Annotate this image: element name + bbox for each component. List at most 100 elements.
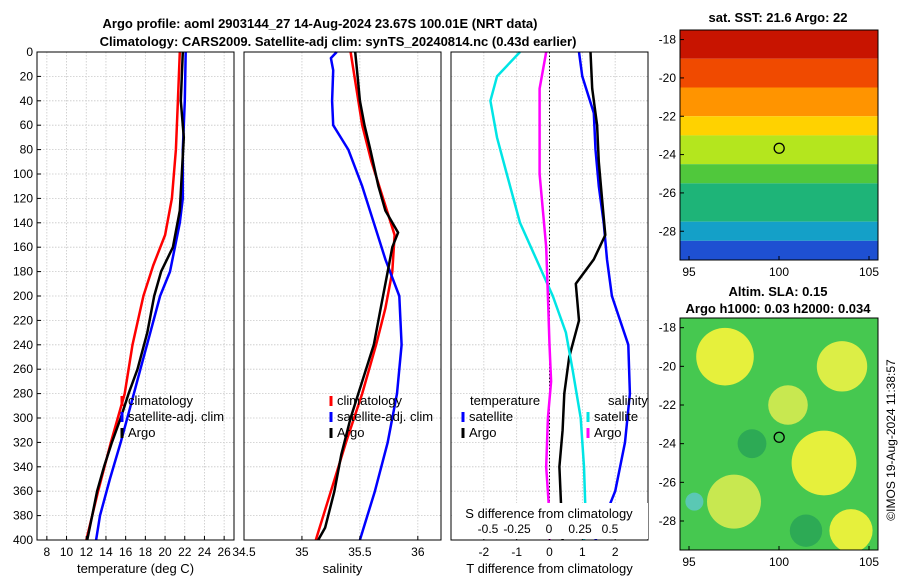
sst-band (680, 116, 878, 136)
legend-title-salinity: salinity (608, 393, 648, 408)
x-tick-label: 0 (546, 545, 553, 559)
legend-label: satellite-adj. clim (128, 409, 224, 424)
x-tick-label: -1 (511, 545, 522, 559)
map-title: Argo h1000: 0.03 h2000: 0.034 (686, 301, 872, 316)
sst-band (680, 221, 878, 241)
x-axis-label: T difference from climatology (466, 561, 633, 576)
y-tick-label: 160 (13, 240, 33, 254)
x-tick-label: 8 (44, 545, 51, 559)
y-tick-label: -26 (659, 475, 677, 489)
series-line-t-satellite (577, 51, 632, 541)
y-tick-label: 80 (20, 143, 34, 157)
legend-label: climatology (337, 393, 403, 408)
y-tick-label: 180 (13, 265, 33, 279)
series-line-t-argo (558, 51, 607, 541)
sst-band (680, 87, 878, 117)
map-field (680, 318, 878, 550)
y-tick-label: 240 (13, 338, 33, 352)
sla-anomaly-blob (737, 429, 767, 459)
map-title: sat. SST: 21.6 Argo: 22 (709, 10, 848, 25)
y-tick-label: -20 (659, 71, 677, 85)
y-tick-label: -28 (659, 514, 677, 528)
x-tick-label: 95 (682, 265, 696, 279)
sla-anomaly-blob (829, 509, 873, 550)
sst-band (680, 183, 878, 222)
legend-label: Argo (337, 425, 364, 440)
y-tick-label: 20 (20, 69, 34, 83)
x-tick-label: 35 (295, 545, 309, 559)
legend-label: Argo (469, 425, 496, 440)
x-tick-label: 10 (60, 545, 74, 559)
x-tick-label: 100 (769, 555, 789, 569)
series-line-s-satellite (489, 51, 587, 541)
y-tick-label: 140 (13, 216, 33, 230)
legend-label: Argo (594, 425, 621, 440)
secondary-x-tick-label: 0 (546, 522, 553, 536)
x-tick-label: 35.5 (348, 545, 372, 559)
y-tick-label: 220 (13, 313, 33, 327)
y-tick-label: -18 (659, 33, 677, 47)
sla-anomaly-blob (789, 514, 823, 547)
salinity-profile-panel: 34.5 35 35.5 36 salinity climatologysatellite… (232, 51, 442, 576)
x-tick-label: 105 (859, 265, 879, 279)
sst-map-panel: 95 100 105 -18 -20 -22 -24 -26 -28 sat. SST: 21.6… (659, 10, 880, 279)
sla-anomaly-blob (707, 474, 761, 529)
y-tick-label: -18 (659, 321, 677, 335)
y-tick-label: -20 (659, 359, 677, 373)
series-line-argo (85, 51, 186, 541)
sst-band (680, 240, 878, 260)
x-tick-label: 105 (859, 555, 879, 569)
y-tick-label: 0 (26, 45, 33, 59)
axes-frame (243, 51, 442, 541)
x-tick-label: 26 (217, 545, 231, 559)
legend-title-temperature: temperature (470, 393, 540, 408)
x-tick-label: 34.5 (232, 545, 256, 559)
y-tick-label: 400 (13, 533, 33, 547)
imos-watermark: ©IMOS 19-Aug-2024 11:38:57 (884, 359, 898, 521)
x-tick-label: 20 (158, 545, 172, 559)
sla-anomaly-blob (696, 327, 754, 386)
legend-label: satellite (469, 409, 513, 424)
series-line-s-argo (538, 51, 553, 540)
s-difference-label: S difference from climatology (465, 506, 633, 521)
difference-profile-panel: -2 -1 0 1 2 T difference from climatology temp… (450, 51, 649, 576)
y-tick-label: -28 (659, 224, 677, 238)
y-tick-label: 300 (13, 411, 33, 425)
y-tick-label: 380 (13, 509, 33, 523)
x-tick-label: 100 (769, 265, 789, 279)
x-tick-label: 22 (178, 545, 192, 559)
sst-band (680, 164, 878, 184)
x-axis-label: salinity (323, 561, 363, 576)
x-tick-label: 95 (682, 555, 696, 569)
argo-location-marker (773, 431, 785, 443)
secondary-x-tick-label: 0.25 (568, 522, 592, 536)
figure-title-line1: Argo profile: aoml 2903144_27 14-Aug-202… (103, 16, 538, 31)
legend-label: satellite-adj. clim (337, 409, 433, 424)
map-title: Altim. SLA: 0.15 (729, 284, 828, 299)
sla-anomaly-blob (816, 341, 868, 392)
y-tick-label: -24 (659, 148, 677, 162)
y-tick-label: -26 (659, 186, 677, 200)
secondary-x-tick-label: -0.25 (503, 522, 531, 536)
argo-location-marker (773, 142, 785, 154)
x-tick-label: 16 (119, 545, 133, 559)
y-tick-label: 120 (13, 191, 33, 205)
sst-band (680, 30, 878, 59)
y-tick-label: 320 (13, 435, 33, 449)
sla-anomaly-blob (685, 492, 704, 511)
y-tick-label: -22 (659, 398, 677, 412)
y-tick-label: 360 (13, 484, 33, 498)
secondary-x-tick-label: 0.5 (602, 522, 619, 536)
sla-anomaly-blob (768, 385, 808, 425)
x-tick-label: 18 (139, 545, 153, 559)
sla-map-panel: 95 100 105 -18 -20 -22 -24 -26 -28 Altim. SLA: 0.… (659, 284, 880, 569)
secondary-axis-backdrop (452, 503, 648, 539)
y-tick-label: 280 (13, 387, 33, 401)
y-tick-label: 340 (13, 460, 33, 474)
figure-title-line2: Climatology: CARS2009. Satellite-adj cli… (100, 34, 577, 49)
series-line-satellite-adj-clim (329, 51, 403, 541)
y-tick-label: 200 (13, 289, 33, 303)
sst-band (680, 135, 878, 165)
sla-anomaly-blob (791, 430, 857, 496)
y-tick-label: -24 (659, 437, 677, 451)
